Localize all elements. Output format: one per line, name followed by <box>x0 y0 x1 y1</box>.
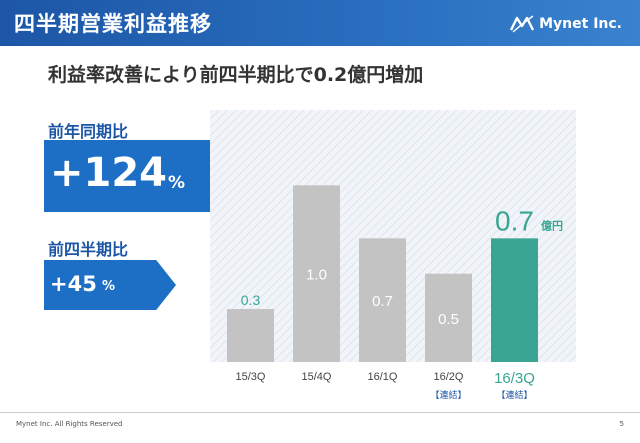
bar-16/2Q <box>425 273 472 362</box>
copyright-text: Mynet Inc. All Rights Reserved <box>16 420 123 428</box>
category-label: 15/4Q <box>302 371 332 383</box>
company-logo: Mynet Inc. <box>509 12 622 36</box>
category-label: 16/3Q <box>494 370 535 387</box>
bar-15/4Q <box>293 185 340 362</box>
logo-text: Mynet Inc. <box>539 16 622 32</box>
yoy-value: +124 <box>50 150 168 196</box>
bar-16/3Q <box>491 238 538 362</box>
category-label: 15/3Q <box>236 371 266 383</box>
category-sublabel: 【連結】 <box>430 389 466 401</box>
bar-value-label: 1.0 <box>306 267 327 284</box>
category-label: 16/1Q <box>368 371 398 383</box>
bar-value-label: 0.5 <box>438 311 459 328</box>
operating-profit-chart: 0.3 15/3Q 1.0 15/4Q 0.7 16/1Q 0.5 16/2Q 【連結】 0.7 億… <box>210 110 576 401</box>
bar-15/3Q <box>227 309 274 362</box>
bar-value-label: 0.7 <box>495 205 534 236</box>
header-bar: 四半期営業利益推移 Mynet Inc. <box>0 0 640 46</box>
yoy-unit: % <box>168 173 186 193</box>
bar-value-label: 0.3 <box>241 292 261 308</box>
qoq-value: +45 <box>50 272 97 296</box>
qoq-label: 前四半期比 <box>48 240 129 259</box>
qoq-arrow: +45 % <box>44 260 176 310</box>
value-unit-label: 億円 <box>541 218 563 232</box>
bar-value-label: 0.7 <box>372 293 393 310</box>
category-sublabel: 【連結】 <box>496 389 532 401</box>
slide-title: 四半期営業利益推移 <box>14 12 212 36</box>
page-number: 5 <box>619 420 624 428</box>
yoy-label: 前年同期比 <box>48 122 129 141</box>
slide-subtitle: 利益率改善により前四半期比で0.2億円増加 <box>48 64 424 86</box>
logo-mark-icon <box>510 15 535 33</box>
bar-16/1Q <box>359 238 406 362</box>
footer-divider <box>0 412 640 413</box>
category-label: 16/2Q <box>434 371 464 383</box>
qoq-unit: % <box>102 279 116 294</box>
